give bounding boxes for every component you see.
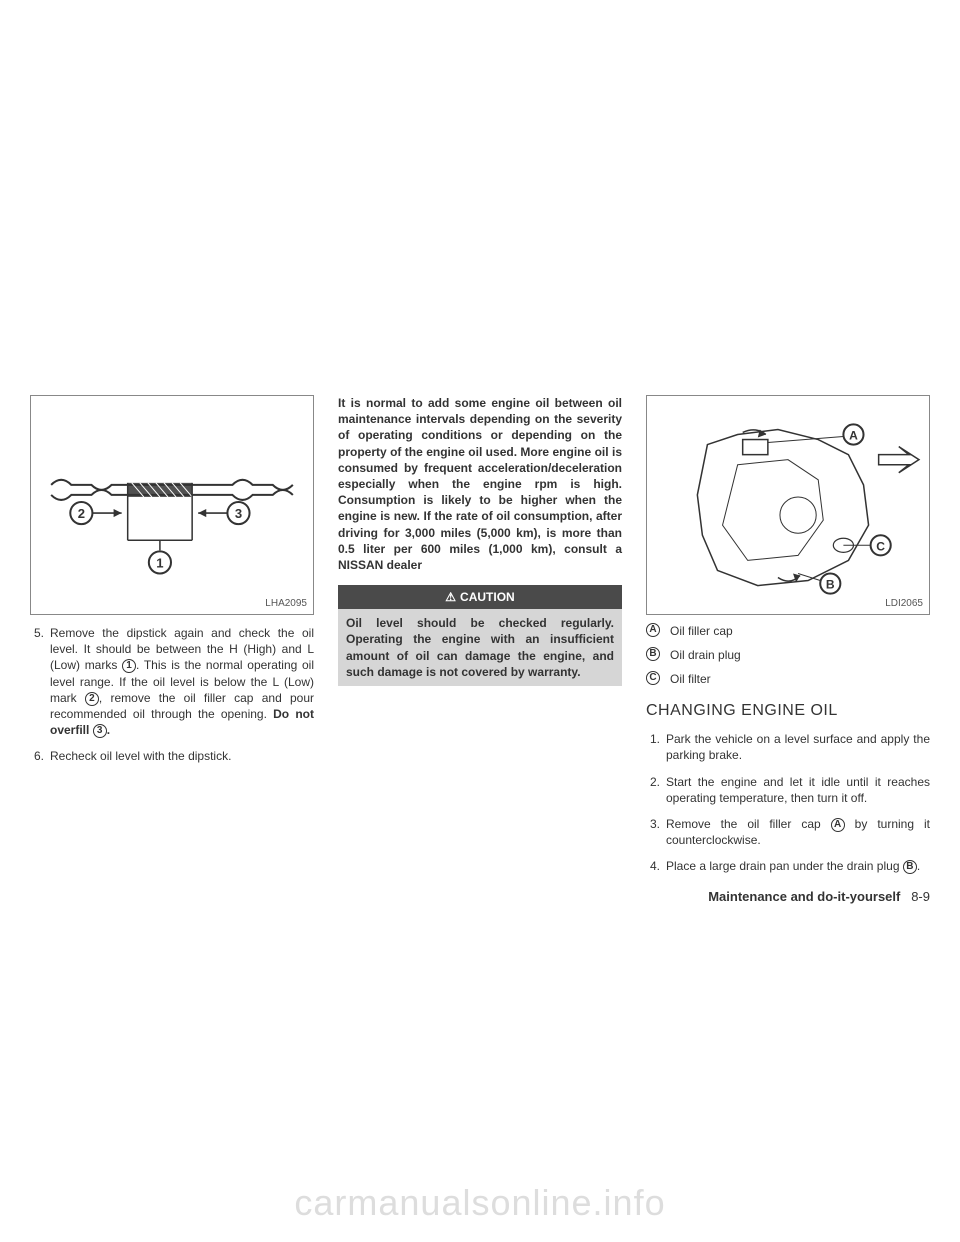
circle-a-icon: A [831, 818, 845, 832]
legend-text: Oil filter [670, 671, 711, 687]
step-text: Start the engine and let it idle until i… [666, 774, 930, 806]
circle-b-icon: B [646, 647, 660, 661]
legend-text: Oil filler cap [670, 623, 733, 639]
svg-text:1: 1 [156, 555, 163, 570]
page-footer: Maintenance and do-it-yourself 8-9 [646, 888, 930, 906]
svg-text:C: C [876, 539, 885, 553]
step-text: Remove the oil filler cap A by turning i… [666, 816, 930, 848]
figure-label: LDI2065 [885, 597, 923, 611]
step-6: 6. Recheck oil level with the dipstick. [30, 748, 314, 764]
step-text: Remove the dipstick again and check the … [50, 625, 314, 738]
circle-c-icon: C [646, 671, 660, 685]
text-fragment: Remove the oil filler cap [666, 817, 831, 831]
step-5: 5. Remove the dipstick again and check t… [30, 625, 314, 738]
step-text: Park the vehicle on a level surface and … [666, 731, 930, 763]
warning-icon: ⚠ [445, 590, 456, 604]
section-heading: CHANGING ENGINE OIL [646, 700, 930, 722]
text-fragment: . [107, 723, 110, 737]
svg-text:3: 3 [235, 506, 242, 521]
dipstick-diagram-icon: 2 3 1 [31, 396, 313, 614]
engine-diagram-icon: A C B [647, 396, 929, 614]
step-list-2: 1. Park the vehicle on a level surface a… [646, 731, 930, 874]
column-3: A C B LDI2065 A Oil filler cap [646, 395, 930, 906]
change-step-3: 3. Remove the oil filler cap A by turnin… [646, 816, 930, 848]
legend-a: A Oil filler cap [646, 623, 930, 639]
watermark: carmanualsonline.info [0, 1182, 960, 1224]
circle-3-icon: 3 [93, 724, 107, 738]
step-number: 2. [646, 774, 666, 806]
column-1: 2 3 1 LHA2095 5. Remove the dipstick aga… [30, 395, 314, 906]
svg-text:2: 2 [78, 506, 85, 521]
oil-consumption-note: It is normal to add some engine oil betw… [338, 395, 622, 573]
footer-section: Maintenance and do-it-yourself [708, 889, 900, 904]
change-step-4: 4. Place a large drain pan under the dra… [646, 858, 930, 874]
step-number: 4. [646, 858, 666, 874]
change-step-2: 2. Start the engine and let it idle unti… [646, 774, 930, 806]
svg-text:A: A [849, 429, 858, 443]
caution-label: CAUTION [460, 590, 515, 604]
text-fragment: Place a large drain pan under the drain … [666, 859, 903, 873]
caution-header: ⚠ CAUTION [338, 585, 622, 609]
column-2: It is normal to add some engine oil betw… [338, 395, 622, 906]
circle-2-icon: 2 [85, 692, 99, 706]
text-fragment: . [917, 859, 920, 873]
circle-a-icon: A [646, 623, 660, 637]
step-text: Recheck oil level with the dipstick. [50, 748, 314, 764]
engine-figure: A C B LDI2065 [646, 395, 930, 615]
legend-b: B Oil drain plug [646, 647, 930, 663]
svg-text:B: B [826, 578, 835, 592]
caution-body: Oil level should be checked regularly. O… [338, 609, 622, 686]
legend-text: Oil drain plug [670, 647, 741, 663]
figure-label: LHA2095 [265, 597, 307, 611]
circle-1-icon: 1 [122, 659, 136, 673]
step-list-1: 5. Remove the dipstick again and check t… [30, 625, 314, 765]
circle-b-icon: B [903, 860, 917, 874]
step-number: 3. [646, 816, 666, 848]
change-step-1: 1. Park the vehicle on a level surface a… [646, 731, 930, 763]
step-number: 1. [646, 731, 666, 763]
step-number: 5. [30, 625, 50, 738]
step-number: 6. [30, 748, 50, 764]
footer-page-number: 8-9 [911, 889, 930, 904]
manual-page: 2 3 1 LHA2095 5. Remove the dipstick aga… [30, 395, 930, 906]
step-text: Place a large drain pan under the drain … [666, 858, 930, 874]
dipstick-figure: 2 3 1 LHA2095 [30, 395, 314, 615]
legend-c: C Oil filter [646, 671, 930, 687]
